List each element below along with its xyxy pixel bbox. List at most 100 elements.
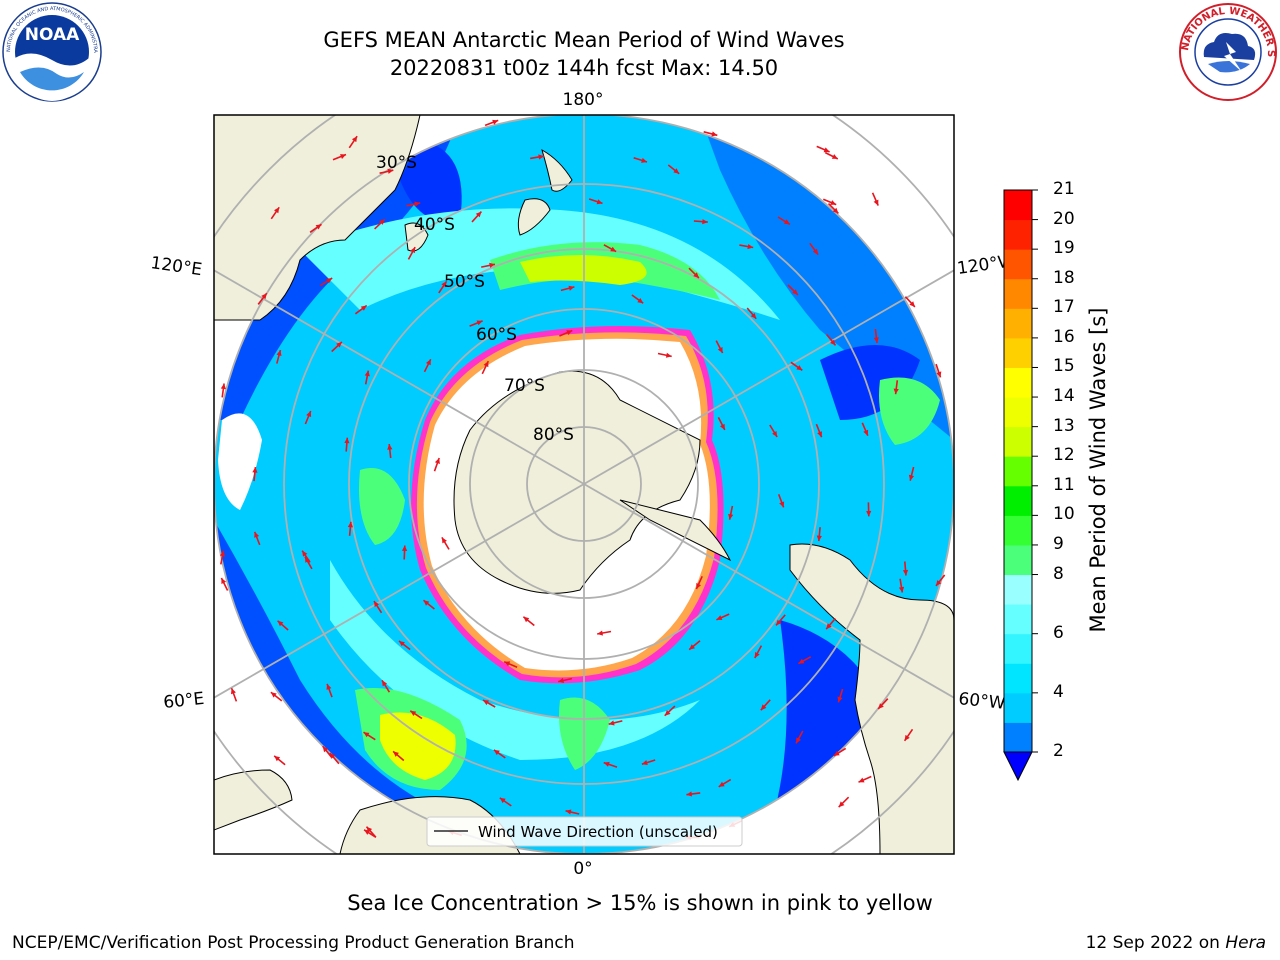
wind-wave-arrow-head [696, 583, 701, 589]
wind-wave-arrow-head [483, 700, 489, 706]
wind-wave-arrow-head [499, 797, 506, 804]
lon-label-60W: 60°W [957, 689, 1006, 714]
wind-wave-arrow-head [252, 467, 258, 473]
wind-wave-arrow-head [523, 616, 530, 623]
colorbar-segment [1004, 219, 1032, 250]
wind-wave-arrow-head [830, 200, 837, 205]
wind-wave-arrow-head [399, 641, 405, 647]
chart-subtitle: 20220831 t00z 144h fcst Max: 14.50 [389, 56, 779, 80]
wind-wave-arrow-head [909, 301, 915, 307]
wind-wave-arrow-head [665, 352, 672, 358]
wind-wave-arrow-head [823, 147, 830, 153]
wind-wave-arrow-head [908, 474, 914, 481]
colorbar-segment [1004, 278, 1032, 309]
colorbar-segment [1004, 308, 1032, 339]
wind-wave-arrow-head [254, 531, 260, 538]
wind-wave-arrow-head [270, 692, 277, 698]
wind-wave-arrow-head [858, 777, 865, 783]
wind-wave-arrow-head [360, 305, 367, 311]
lat-label-30S: 30°S [376, 153, 417, 173]
colorbar-tick-label: 4 [1053, 681, 1064, 702]
south-america-land [789, 543, 954, 854]
wind-wave-arrow-head [302, 550, 308, 557]
colorbar-tick-label: 15 [1053, 356, 1075, 377]
wind-wave-arrow-head [717, 347, 723, 353]
wind-wave-arrow-head [863, 429, 869, 436]
colorbar [1003, 189, 1038, 782]
colorbar-tick-label: 19 [1053, 238, 1075, 259]
wind-wave-arrow-head [792, 289, 798, 295]
wind-wave-arrow-head [434, 458, 440, 464]
colorbar-tick-label: 6 [1053, 622, 1064, 643]
wind-wave-arrow-head [718, 781, 725, 787]
wind-wave-arrow-head [779, 501, 785, 508]
wind-wave-arrow-head [276, 350, 282, 356]
wind-wave-arrow-head [565, 809, 572, 815]
colorbar-label: Mean Period of Wind Waves [s] [1086, 307, 1110, 633]
colorbar-segment [1004, 633, 1032, 664]
colorbar-tick-label: 2 [1053, 741, 1064, 761]
wind-wave-arrow-head [475, 211, 482, 218]
wind-wave-arrow-head [747, 244, 754, 250]
footer-date: 12 Sep 2022 on Hera [1086, 933, 1266, 953]
wind-wave-arrow-head [414, 201, 421, 207]
wind-wave-arrow-head [374, 601, 380, 607]
wind-wave-arrow-head [220, 383, 226, 390]
wind-wave-arrow-head [387, 168, 394, 174]
sea-ice-note: Sea Ice Concentration > 15% is shown in … [347, 891, 933, 915]
wind-wave-arrow-head [326, 278, 333, 284]
noaa-logo-text: NOAA [25, 25, 80, 45]
new-zealand-land [541, 148, 573, 192]
wind-wave-arrow-head [315, 224, 322, 230]
wind-wave-arrow-head [603, 761, 610, 767]
wind-wave-arrow-head [936, 371, 942, 378]
wind-wave-arrows [219, 119, 946, 840]
nws-logo: NATIONAL WEATHER SERVICE [1178, 2, 1277, 101]
wind-wave-arrow-head [826, 623, 832, 630]
wind-wave-arrow-head [340, 154, 346, 159]
wind-wave-arrow-head [711, 131, 718, 137]
wind-wave-arrow-head [796, 737, 801, 744]
colorbar-segment [1004, 485, 1032, 516]
wind-wave-arrow-head [796, 365, 803, 371]
wind-wave-arrow-head [306, 411, 312, 417]
colorbar-segment [1004, 544, 1032, 576]
noaa-logo: NOAA NATIONAL OCEANIC AND ATMOSPHERIC AD… [2, 2, 102, 102]
colorbar-tick-label: 12 [1053, 445, 1075, 466]
colorbar-tick-label: 16 [1053, 326, 1075, 347]
colorbar-segment [1004, 456, 1032, 487]
wind-wave-arrow-head [904, 734, 910, 741]
colorbar-segment [1004, 604, 1032, 635]
wind-wave-arrow-head [277, 620, 284, 627]
wind-wave-arrow-head [832, 207, 839, 214]
wind-wave-arrow-head [837, 696, 843, 703]
wind-wave-arrow-head [720, 423, 725, 430]
map-legend: Wind Wave Direction (unscaled) [426, 816, 743, 847]
colorbar-segment [1004, 397, 1032, 428]
wind-wave-arrow-head [364, 829, 371, 835]
chart-title: GEFS MEAN Antarctic Mean Period of Wind … [323, 28, 845, 52]
wind-wave-arrow-head [673, 168, 680, 174]
wind-wave-arrow-head [492, 119, 499, 125]
wind-wave-arrow-head [401, 545, 408, 551]
wind-wave-arrow-head [329, 753, 336, 759]
wind-wave-arrow-head [441, 281, 447, 288]
wind-wave-arrow-head [812, 248, 819, 255]
wind-wave-arrow-head [689, 644, 695, 650]
map-frame [213, 114, 955, 855]
colorbar-tick-label: 11 [1053, 474, 1075, 495]
wind-wave-arrow-head [347, 521, 353, 528]
colorbar-extend-min [1003, 751, 1033, 782]
wind-wave-arrow-head [410, 710, 417, 716]
wind-wave-arrow-head [936, 580, 942, 586]
colorbar-tick-label: 13 [1053, 415, 1075, 436]
map-panel: 30°S 40°S 50°S 60°S 70°S 80°S Wind Wave … [214, 115, 954, 854]
wind-wave-arrow-head [772, 431, 778, 437]
wind-wave-arrow-head [817, 431, 822, 438]
wind-wave-arrow-head [750, 313, 757, 319]
wind-wave-arrow-head [798, 658, 805, 664]
lon-label-60E: 60°E [162, 689, 205, 713]
wind-wave-arrow-head [637, 298, 644, 304]
wind-wave-arrow-head [364, 370, 370, 377]
wind-wave-arrow-head [608, 720, 615, 726]
